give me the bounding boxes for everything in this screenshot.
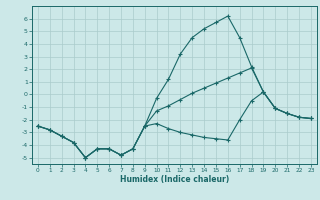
X-axis label: Humidex (Indice chaleur): Humidex (Indice chaleur): [120, 175, 229, 184]
